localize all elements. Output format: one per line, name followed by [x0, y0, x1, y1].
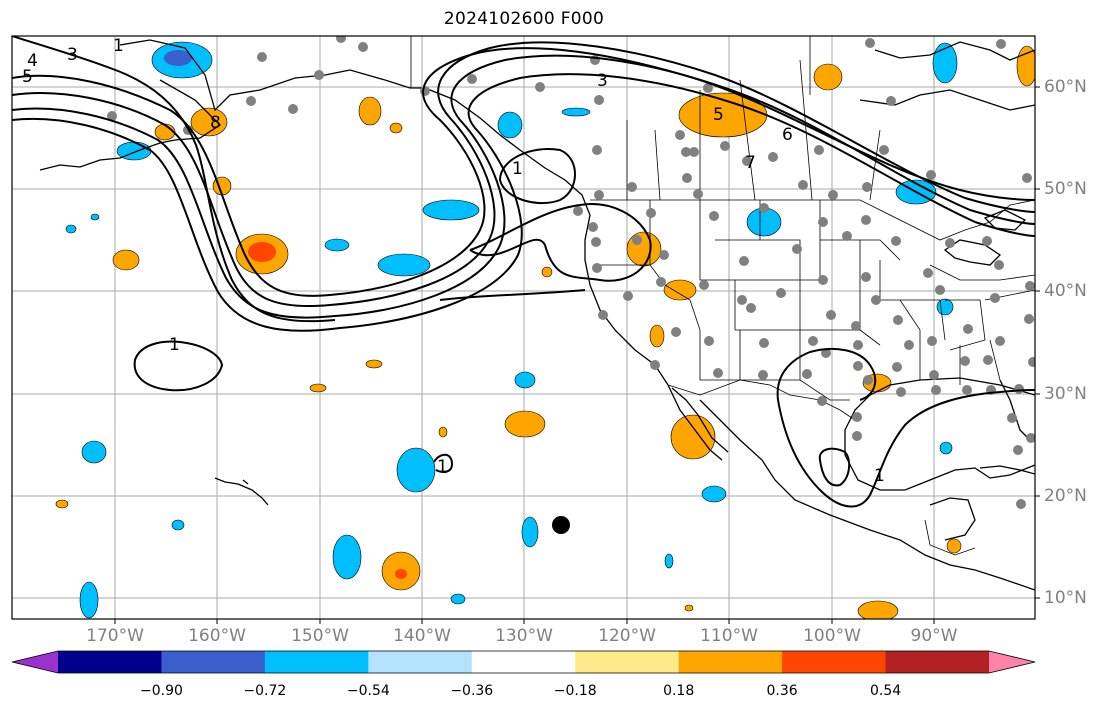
colorbar-tick-label: −0.90	[139, 683, 183, 699]
lon-label-130w: 130°W	[495, 626, 553, 646]
colorbar-tick-label: −0.54	[346, 683, 390, 699]
highlight-marker	[552, 516, 570, 534]
contour-label: 3	[67, 45, 78, 65]
colorbar-segment	[782, 651, 887, 673]
colorbar-segment	[58, 651, 162, 673]
colorbar-tick-label: −0.36	[450, 683, 494, 699]
contour-label: 8	[210, 113, 221, 133]
contour-lines	[12, 36, 1035, 508]
lat-label-20n: 20°N	[1044, 486, 1087, 506]
contour-label: 1	[113, 36, 124, 56]
colorbar-segment	[264, 651, 369, 673]
lat-label-60n: 60°N	[1044, 77, 1087, 97]
colorbar-extend-min	[12, 651, 58, 673]
colorbar-tick-label: −0.18	[553, 683, 597, 699]
lat-label-10n: 10°N	[1044, 588, 1087, 608]
coastlines	[39, 39, 1035, 591]
colorbar-tick-label: −0.72	[243, 683, 287, 699]
axis-ticks	[114, 86, 1040, 624]
contour-label: 5	[22, 67, 33, 87]
colorbar-segment	[678, 651, 783, 673]
lon-label-150w: 150°W	[291, 626, 349, 646]
lon-label-170w: 170°W	[86, 626, 144, 646]
lon-label-140w: 140°W	[393, 626, 451, 646]
colorbar-tick-label: 0.18	[663, 683, 695, 699]
map-title: 2024102600 F000	[443, 9, 605, 29]
contour-label: 5	[713, 105, 724, 125]
contour-label: 4	[27, 51, 38, 71]
colorbar-tick-label: 0.36	[766, 683, 798, 699]
colorbar-segment	[471, 651, 576, 673]
colorbar-segment	[885, 651, 990, 673]
lon-label-90w: 90°W	[910, 626, 958, 646]
colorbar-extend-max	[989, 651, 1035, 673]
contour-label: 3	[597, 71, 608, 91]
station-markers	[107, 36, 1035, 509]
lon-label-120w: 120°W	[598, 626, 656, 646]
lon-label-160w: 160°W	[188, 626, 246, 646]
anomaly-fill-blobs	[55, 41, 1035, 619]
colorbar-segment	[575, 651, 680, 673]
lat-label-50n: 50°N	[1044, 179, 1087, 199]
colorbar-tick-label: 0.54	[869, 683, 902, 699]
lon-label-110w: 110°W	[700, 626, 758, 646]
contour-label-group: 4 5 3 1 8 3 5 6 7 1 1 1 1	[22, 36, 885, 486]
contour-label: 1	[512, 159, 523, 179]
colorbar-outline	[11, 650, 1036, 674]
colorbar-segment	[368, 651, 473, 673]
colorbar	[11, 650, 1036, 674]
lat-label-40n: 40°N	[1044, 281, 1087, 301]
contour-label: 1	[874, 466, 885, 486]
contour-label: 1	[169, 335, 180, 355]
contour-label: 7	[745, 153, 756, 173]
contour-label: 1	[437, 457, 448, 477]
lon-label-100w: 100°W	[803, 626, 861, 646]
contour-label: 6	[782, 125, 793, 145]
lat-label-30n: 30°N	[1044, 384, 1087, 404]
colorbar-segment	[161, 651, 266, 673]
